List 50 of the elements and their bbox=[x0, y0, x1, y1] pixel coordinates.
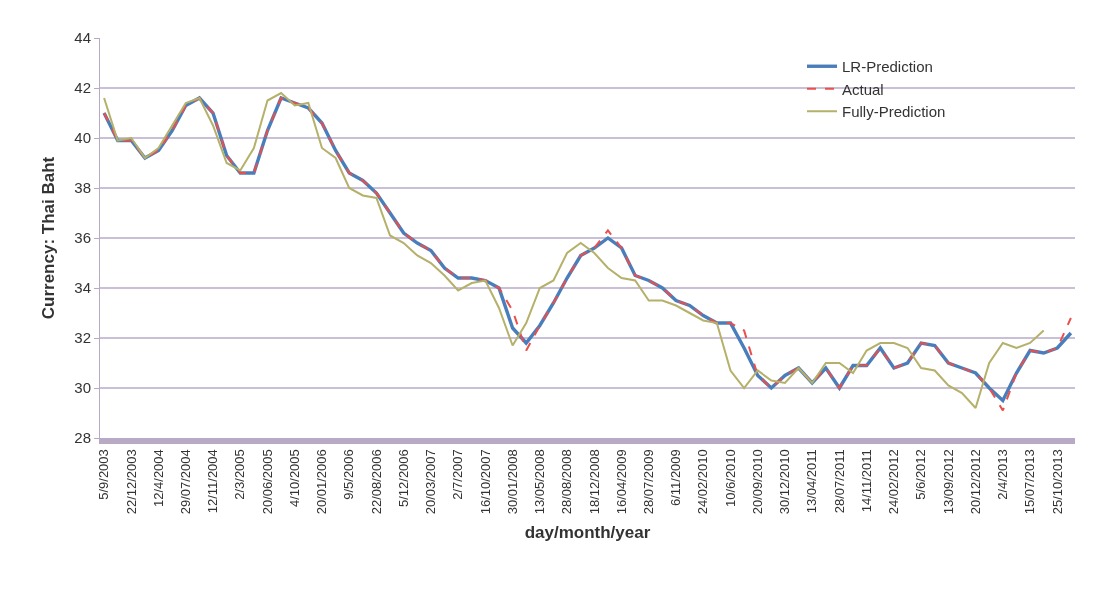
x-tick-label: 6/11/2009 bbox=[668, 449, 684, 507]
y-axis-title: Currency: Thai Baht bbox=[38, 156, 58, 320]
x-tick-label: 22/08/2006 bbox=[368, 449, 384, 515]
x-tick-label: 30/12/2010 bbox=[777, 449, 793, 515]
x-tick-label: 2/3/2005 bbox=[232, 449, 248, 500]
x-tick-label: 14/11/2011 bbox=[858, 449, 874, 513]
x-tick-label: 13/05/2008 bbox=[532, 449, 548, 515]
x-tick-label: 20/09/2010 bbox=[749, 449, 765, 515]
y-tick-label: 32 bbox=[74, 329, 91, 347]
x-tick-label: 12/4/2004 bbox=[150, 449, 166, 508]
x-axis-title: day/month/year bbox=[524, 523, 651, 543]
x-tick-label: 9/5/2006 bbox=[341, 449, 357, 500]
x-tick-label: 5/6/2012 bbox=[913, 449, 929, 500]
x-tick-label: 13/09/2012 bbox=[940, 449, 956, 515]
x-tick-label: 30/01/2008 bbox=[504, 449, 520, 515]
x-tick-label: 25/10/2013 bbox=[1049, 449, 1065, 515]
x-tick-label: 16/04/2009 bbox=[613, 449, 629, 515]
x-tick-label: 20/01/2006 bbox=[314, 449, 330, 515]
x-tick-label: 13/04/2011 bbox=[804, 449, 820, 514]
legend-label: LR-Prediction bbox=[842, 58, 933, 76]
y-tick-label: 38 bbox=[74, 179, 91, 197]
x-tick-label: 28/07/2009 bbox=[641, 449, 657, 515]
x-tick-label: 15/07/2013 bbox=[1022, 449, 1038, 515]
x-tick-label: 24/02/2010 bbox=[695, 449, 711, 515]
x-tick-label: 28/07/2011 bbox=[831, 449, 847, 514]
x-tick-label: 4/10/2005 bbox=[286, 449, 302, 508]
y-tick-label: 34 bbox=[74, 279, 91, 297]
x-tick-label: 18/12/2008 bbox=[586, 449, 602, 515]
y-tick-label: 28 bbox=[74, 429, 91, 447]
x-tick-label: 22/12/2003 bbox=[123, 449, 139, 515]
y-tick-label: 44 bbox=[74, 29, 91, 47]
legend-label: Fully-Prediction bbox=[842, 103, 946, 121]
x-tick-label: 20/03/2007 bbox=[423, 449, 439, 515]
x-tick-label: 20/06/2005 bbox=[259, 449, 275, 515]
x-tick-label: 5/9/2003 bbox=[96, 449, 112, 500]
y-tick-label: 40 bbox=[74, 129, 91, 147]
x-tick-label: 10/6/2010 bbox=[722, 449, 738, 508]
x-tick-label: 5/12/2006 bbox=[395, 449, 411, 508]
y-tick-label: 36 bbox=[74, 229, 91, 247]
x-tick-label: 12/11/2004 bbox=[205, 449, 221, 514]
x-tick-label: 16/10/2007 bbox=[477, 449, 493, 515]
x-tick-label: 29/07/2004 bbox=[178, 449, 194, 515]
x-tick-label: 20/12/2012 bbox=[967, 449, 983, 515]
y-tick-label: 30 bbox=[74, 379, 91, 397]
x-tick-label: 2/4/2013 bbox=[995, 449, 1011, 500]
x-tick-label: 28/08/2008 bbox=[559, 449, 575, 515]
legend-label: Actual bbox=[842, 80, 884, 98]
y-tick-label: 42 bbox=[74, 79, 91, 97]
x-tick-label: 2/7/2007 bbox=[450, 449, 466, 500]
x-tick-label: 24/02/2012 bbox=[886, 449, 902, 515]
